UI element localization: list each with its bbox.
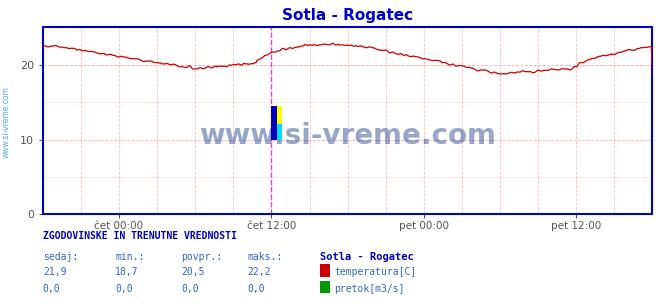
Text: maks.:: maks.: (247, 252, 282, 262)
Text: 0,0: 0,0 (115, 284, 133, 294)
Text: temperatura[C]: temperatura[C] (334, 267, 416, 277)
Text: min.:: min.: (115, 252, 145, 262)
Text: 0,0: 0,0 (181, 284, 199, 294)
Text: 22,2: 22,2 (247, 267, 271, 277)
Text: 0,0: 0,0 (247, 284, 265, 294)
Text: 0,0: 0,0 (43, 284, 61, 294)
Text: sedaj:: sedaj: (43, 252, 78, 262)
Title: Sotla - Rogatec: Sotla - Rogatec (282, 9, 413, 23)
Text: povpr.:: povpr.: (181, 252, 222, 262)
Text: 20,5: 20,5 (181, 267, 205, 277)
Text: www.si-vreme.com: www.si-vreme.com (2, 86, 11, 157)
Text: www.si-vreme.com: www.si-vreme.com (199, 122, 496, 150)
Text: Sotla - Rogatec: Sotla - Rogatec (320, 252, 413, 262)
Text: pretok[m3/s]: pretok[m3/s] (334, 284, 405, 294)
Text: 21,9: 21,9 (43, 267, 67, 277)
Text: 18,7: 18,7 (115, 267, 139, 277)
Text: ZGODOVINSKE IN TRENUTNE VREDNOSTI: ZGODOVINSKE IN TRENUTNE VREDNOSTI (43, 231, 237, 241)
